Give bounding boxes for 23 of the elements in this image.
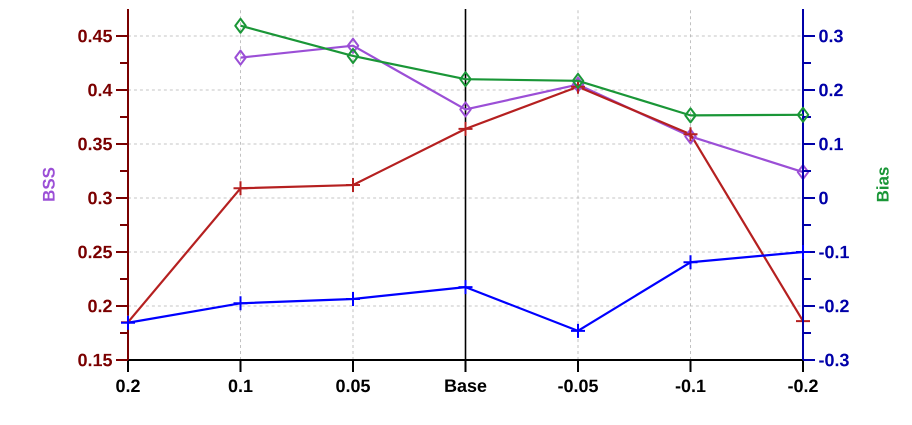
y-tick-label: 0.25 (78, 246, 112, 258)
x-tick-label: 0.1 (228, 380, 252, 392)
y-tick-label: 0.4 (88, 84, 112, 96)
y-tick-label: 0.35 (78, 138, 112, 150)
y2-tick-label: -0.2 (819, 300, 849, 312)
x-tick-label: -0.1 (676, 380, 706, 392)
x-tick-label: -0.2 (788, 380, 818, 392)
y2-tick-label: -0.3 (819, 354, 849, 366)
y2-tick-label: 0.2 (819, 84, 843, 96)
y2-axis-title: Bias (876, 167, 889, 202)
x-tick-label: -0.05 (558, 380, 598, 392)
y2-tick-label: 0 (819, 192, 828, 204)
y-axis-title: BSS (42, 168, 55, 201)
x-tick-label: 0.05 (336, 380, 370, 392)
y-tick-label: 0.3 (88, 192, 112, 204)
x-tick-label: 0.2 (116, 380, 140, 392)
y2-tick-label: 0.3 (819, 30, 843, 42)
y-tick-label: 0.45 (78, 30, 112, 42)
y2-tick-label: 0.1 (819, 138, 843, 150)
y-tick-label: 0.15 (78, 354, 112, 366)
y-tick-label: 0.2 (88, 300, 112, 312)
x-tick-label: Base (445, 380, 486, 392)
y2-tick-label: -0.1 (819, 246, 849, 258)
